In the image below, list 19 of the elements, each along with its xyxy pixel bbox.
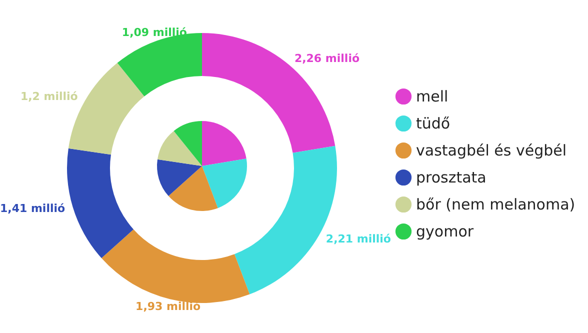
pie-slice (157, 130, 202, 166)
donut-slice (101, 229, 250, 303)
pie-slice (174, 121, 202, 166)
pie-slice (157, 159, 202, 196)
data-label: 2,26 millió (294, 52, 360, 65)
legend-label: mell (416, 88, 448, 106)
legend-label: gyomor (416, 222, 474, 240)
legend-label: prosztata (416, 168, 486, 186)
data-label: 1,93 millió (136, 300, 202, 313)
donut-slice (67, 148, 134, 258)
legend-label: tüdő (416, 114, 450, 132)
legend-label: vastagbél és végbél (416, 142, 567, 160)
data-label: 1,2 millió (20, 90, 78, 104)
data-label: 2,21 millió (326, 232, 392, 246)
data-label: 1,41 millió (0, 202, 66, 216)
pie-slice (168, 166, 218, 211)
legend-label: bőr (nem melanoma) (416, 196, 576, 214)
pie-slice (202, 121, 246, 166)
pie-slice (202, 158, 247, 208)
